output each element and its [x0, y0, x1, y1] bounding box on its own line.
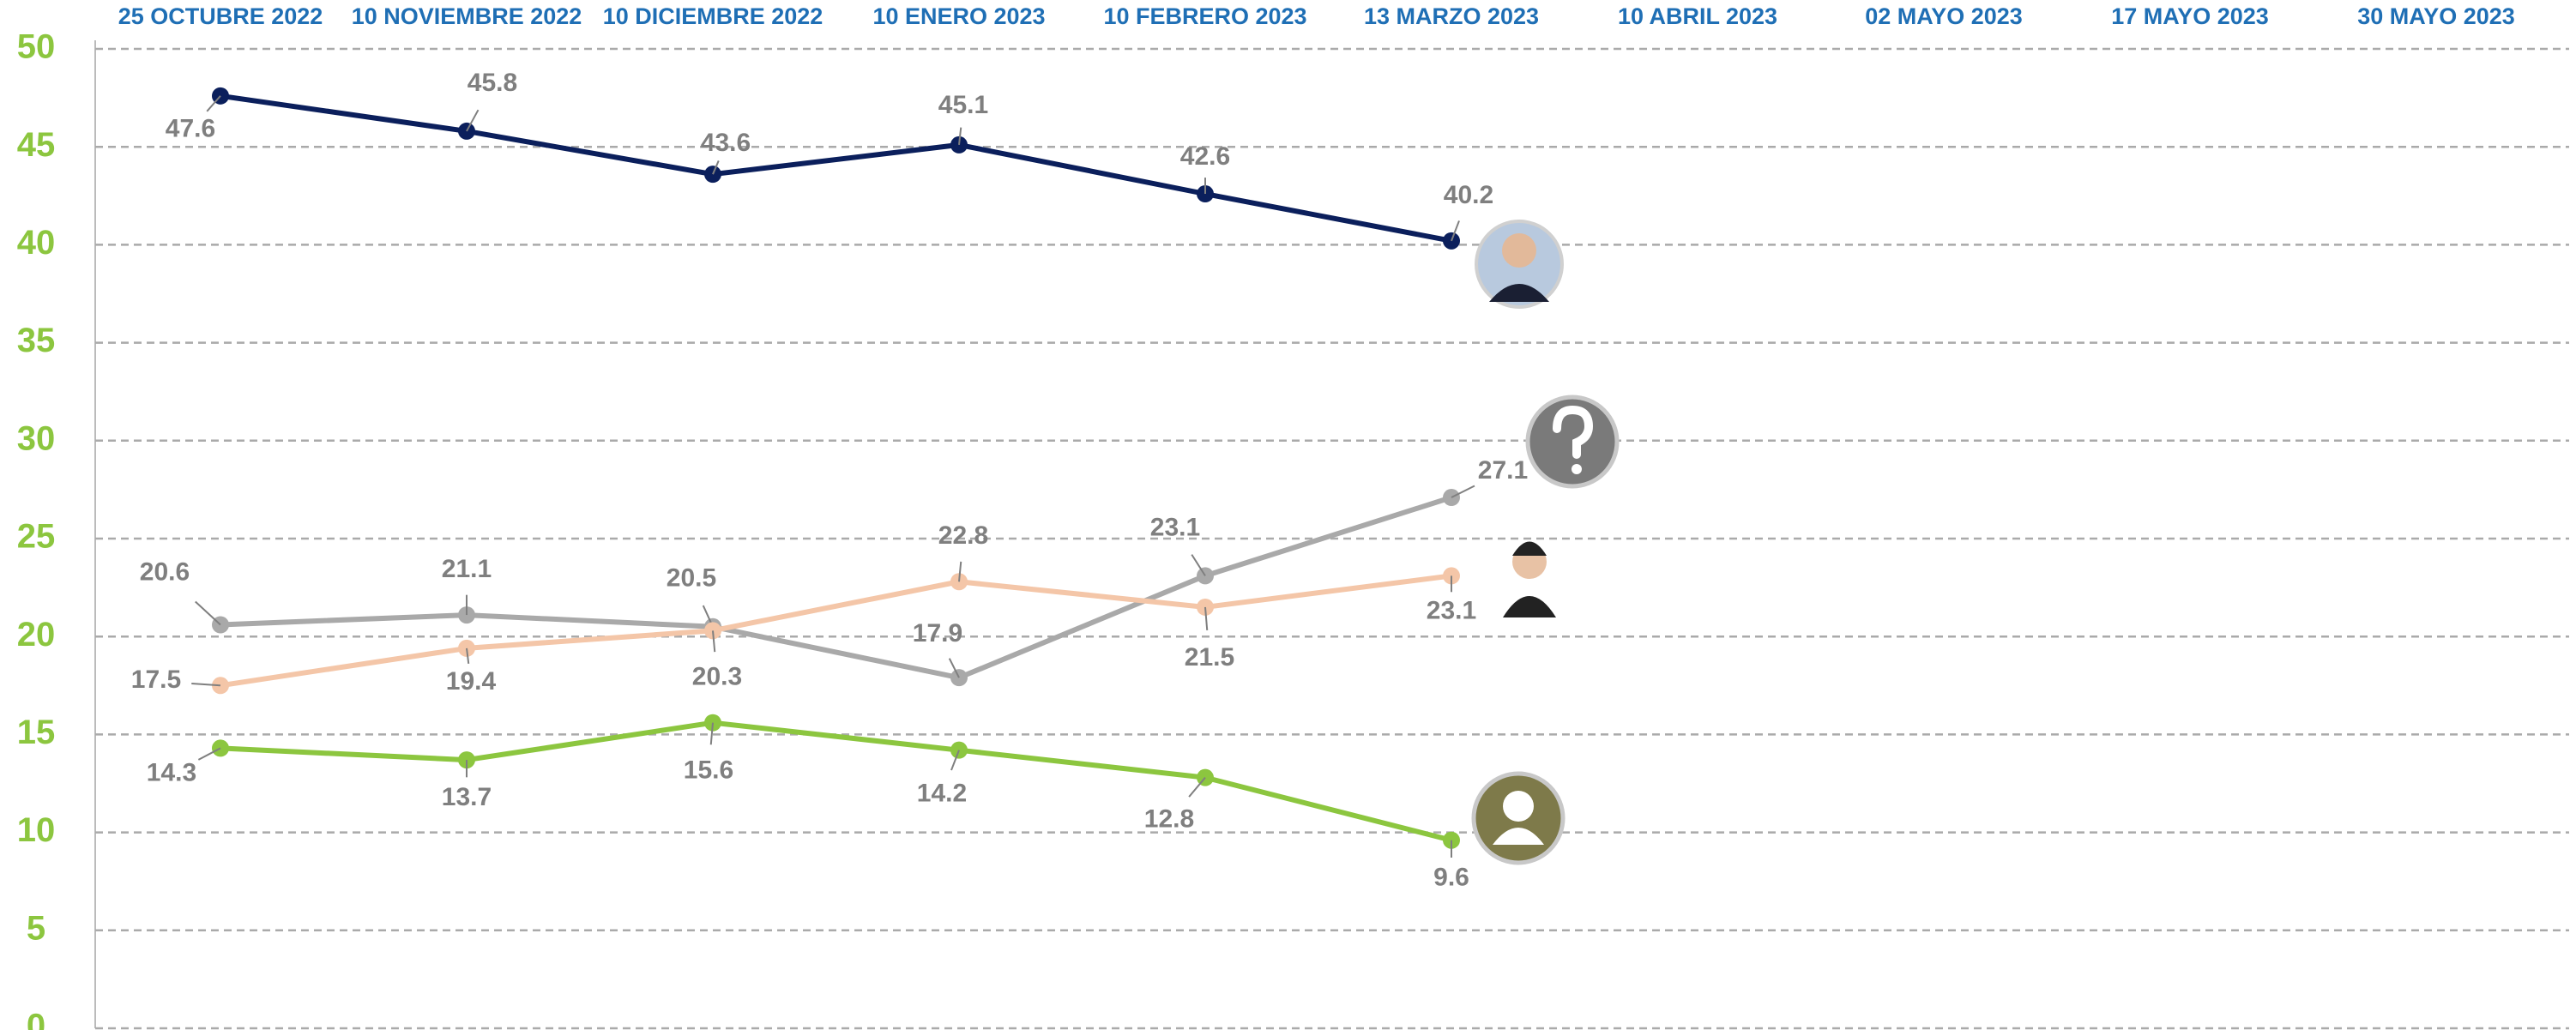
x-tick-label: 10 ENERO 2023 [872, 3, 1045, 29]
y-tick-label: 50 [17, 28, 56, 66]
series-line [220, 723, 1451, 840]
candidate-icons [1474, 221, 1617, 863]
value-label: 13.7 [442, 783, 492, 811]
leader-line [1189, 778, 1205, 798]
value-label: 14.2 [917, 780, 967, 808]
y-tick-label: 15 [17, 714, 56, 751]
value-label: 9.6 [1433, 864, 1469, 892]
x-tick-label: 10 NOVIEMBRE 2022 [352, 3, 582, 29]
value-label: 19.4 [446, 667, 497, 696]
value-label: 45.8 [468, 69, 517, 97]
series-line [220, 497, 1451, 678]
y-tick-label: 5 [27, 909, 45, 947]
series-line [220, 96, 1451, 241]
value-label: 22.8 [938, 521, 988, 550]
value-label: 20.3 [692, 662, 742, 690]
value-label: 23.1 [1150, 513, 1200, 541]
value-label: 17.5 [131, 666, 181, 694]
leader-line [196, 601, 220, 624]
candidate-photo-hair [1512, 542, 1547, 557]
value-label: 21.5 [1185, 643, 1234, 672]
value-label: 21.1 [442, 555, 492, 583]
y-tick-label: 25 [17, 518, 56, 556]
y-tick-label: 30 [17, 419, 56, 457]
y-tick-label: 35 [17, 322, 56, 359]
value-label: 42.6 [1180, 142, 1230, 171]
value-label: 12.8 [1144, 805, 1194, 834]
y-tick-label: 20 [17, 616, 56, 654]
value-label: 45.1 [938, 91, 988, 119]
person-head [1503, 791, 1534, 822]
x-tick-label: 02 MAYO 2023 [1865, 3, 2023, 29]
series-line [220, 575, 1451, 685]
value-label: 15.6 [684, 756, 733, 785]
chart: 0 5 10 15 20 25 30 35 40 45 50 25 OCTUBRE 2022 10 NO… [0, 0, 2576, 1030]
x-tick-label: 13 MARZO 2023 [1364, 3, 1539, 29]
value-label: 17.9 [913, 619, 962, 648]
value-label: 27.1 [1478, 456, 1528, 485]
candidate-photo-face [1502, 233, 1536, 268]
x-tick-label: 30 MAYO 2023 [2357, 3, 2515, 29]
y-tick-label: 45 [17, 126, 56, 164]
value-label: 40.2 [1444, 181, 1493, 209]
value-label: 20.5 [667, 564, 716, 593]
candidate-photo-suit [1503, 596, 1556, 617]
y-tick-label: 10 [17, 811, 56, 849]
value-label: 14.3 [147, 758, 196, 786]
question-dot [1572, 464, 1582, 474]
x-tick-label: 17 MAYO 2023 [2111, 3, 2269, 29]
value-label: 43.6 [701, 129, 751, 157]
value-label: 47.6 [166, 115, 215, 143]
value-label: 20.6 [140, 557, 190, 586]
x-tick-label: 10 DICIEMBRE 2022 [603, 3, 823, 29]
value-label: 23.1 [1427, 596, 1476, 624]
x-tick-label: 10 ABRIL 2023 [1618, 3, 1777, 29]
y-tick-label: 0 [27, 1008, 45, 1030]
x-tick-label: 10 FEBRERO 2023 [1103, 3, 1306, 29]
y-tick-label: 40 [17, 224, 56, 262]
x-tick-label: 25 OCTUBRE 2022 [118, 3, 323, 29]
